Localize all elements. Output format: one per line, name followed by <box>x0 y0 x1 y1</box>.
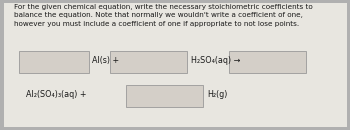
FancyBboxPatch shape <box>229 51 306 73</box>
Text: For the given chemical equation, write the necessary stoichiometric coefficients: For the given chemical equation, write t… <box>14 4 313 27</box>
Text: H₂(g): H₂(g) <box>207 90 228 99</box>
FancyBboxPatch shape <box>4 3 346 127</box>
FancyBboxPatch shape <box>126 84 203 107</box>
Text: H₂SO₄(aq) →: H₂SO₄(aq) → <box>191 56 240 65</box>
Text: Al₂(SO₄)₃(aq) +: Al₂(SO₄)₃(aq) + <box>26 90 87 99</box>
FancyBboxPatch shape <box>110 51 187 73</box>
FancyBboxPatch shape <box>19 51 89 73</box>
Text: Al(s) +: Al(s) + <box>92 56 119 65</box>
